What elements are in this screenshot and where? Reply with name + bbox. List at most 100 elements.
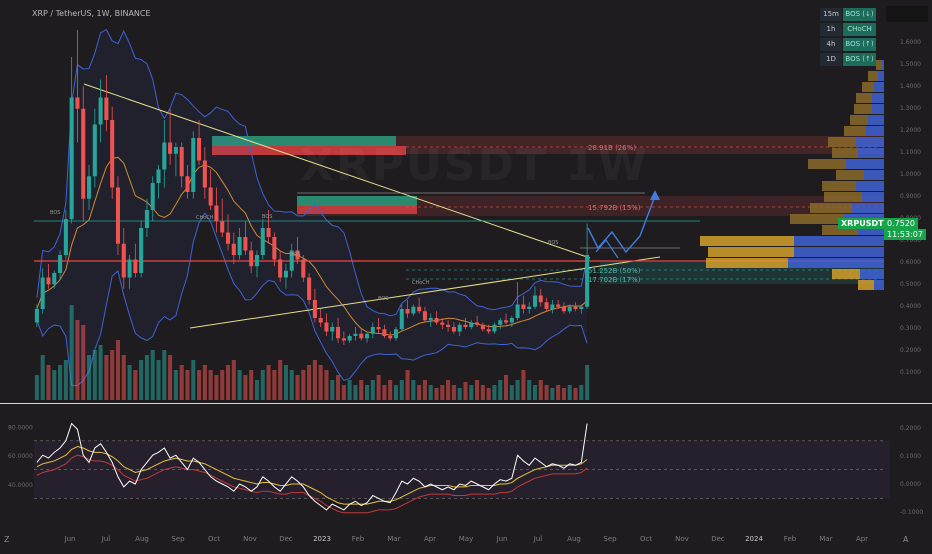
candle-body <box>156 169 161 183</box>
signal-row: 1h CHoCH <box>820 23 876 36</box>
signal-timeframe: 15m <box>820 8 842 21</box>
candle-body <box>318 318 323 323</box>
volume-profile-sell <box>794 247 884 257</box>
candle-body <box>58 255 63 273</box>
volume-profile-buy <box>850 115 868 125</box>
volume-bar <box>492 385 497 400</box>
price-axis-label: 1.1000 <box>900 149 921 156</box>
zone-green-mid <box>297 196 417 206</box>
candle-body <box>422 311 427 321</box>
volume-bar <box>254 380 260 400</box>
candle-body <box>486 329 491 332</box>
candle-body <box>550 304 555 309</box>
candle-body <box>63 219 68 255</box>
volume-profile-sell <box>858 225 884 235</box>
volume-profile-sell <box>794 236 884 246</box>
candle-body <box>359 333 364 339</box>
volume-bar <box>63 360 68 400</box>
candle-body <box>382 329 387 336</box>
signal-timeframe: 1D <box>820 53 842 66</box>
volume-bar <box>58 365 63 400</box>
candle-body <box>278 259 283 278</box>
candle-body <box>515 304 520 318</box>
rsi-right-axis-label: 0.0000 <box>900 481 921 488</box>
volume-profile-sell <box>788 258 884 268</box>
rsi-right-axis-label: 0.2000 <box>900 425 921 432</box>
volume-bar <box>567 385 572 400</box>
candle-body <box>579 306 584 309</box>
volume-bar <box>110 350 115 400</box>
candle-body <box>202 160 207 188</box>
candle-body <box>127 259 132 278</box>
candle-body <box>561 306 566 312</box>
candle-body <box>498 320 503 325</box>
x-axis-label: May <box>459 535 473 543</box>
volume-bar <box>556 385 561 400</box>
price-axis-label: 0.6000 <box>900 259 921 266</box>
candle-body <box>532 295 538 307</box>
symbol-watermark: XRPUSDT 1W <box>300 140 648 191</box>
x-axis-label: Nov <box>243 535 257 543</box>
volume-bar <box>457 388 462 400</box>
volume-bar <box>225 365 231 400</box>
signal-timeframe: 1h <box>820 23 842 36</box>
candle-body <box>52 273 57 285</box>
candle-body <box>475 322 480 325</box>
ascending-trendline <box>189 256 661 329</box>
volume-bar <box>40 355 45 400</box>
candle-body <box>231 243 236 255</box>
volume-bar <box>139 360 144 400</box>
volume-profile-buy <box>822 181 856 191</box>
volume-profile-buy <box>844 126 866 136</box>
rsi-right-axis-label: 0.1000 <box>900 453 921 460</box>
volume-bar <box>388 380 393 400</box>
candle-body <box>336 327 341 339</box>
pane-divider[interactable] <box>0 403 932 404</box>
signal-value: BOS (↑) <box>843 53 876 66</box>
candle-body <box>556 304 561 307</box>
volume-bar <box>347 380 352 400</box>
volume-profile-sell <box>856 137 884 147</box>
signal-value: CHoCH <box>843 23 876 36</box>
volume-bar <box>538 380 543 400</box>
auto-scale-label[interactable]: A <box>903 535 909 544</box>
candle-body <box>492 324 497 332</box>
volume-bar <box>544 385 549 400</box>
price-tag-symbol: XRPUSDT <box>838 218 887 229</box>
bollinger-lower <box>36 212 588 386</box>
volume-bar <box>260 370 265 400</box>
volume-bar <box>202 365 207 400</box>
x-axis-label: Dec <box>711 535 725 543</box>
candle-body <box>324 322 329 332</box>
volume-bar <box>359 380 364 400</box>
volume-bar <box>191 360 196 400</box>
candle-body <box>185 176 190 192</box>
volume-profile-buy <box>708 247 794 257</box>
volume-bar <box>312 360 317 400</box>
structure-label: CHoCH <box>412 280 430 286</box>
volume-bar <box>46 365 51 400</box>
volume-profile-sell <box>860 269 884 279</box>
volume-profile-sell <box>864 170 884 180</box>
rsi-axis-label: 40.0000 <box>8 482 33 489</box>
volume-profile-buy <box>836 170 864 180</box>
price-tag-value: 0.7520 <box>884 218 918 229</box>
candle-body <box>243 237 248 251</box>
x-axis-label: Feb <box>784 535 797 543</box>
candle-body <box>370 327 375 334</box>
volume-bar <box>405 370 410 400</box>
price-axis-label: 1.2000 <box>900 127 921 134</box>
candle-body <box>121 243 126 278</box>
volume-profile-sell <box>862 192 884 202</box>
volume-profile-sell <box>846 159 884 169</box>
volume-profile-buy <box>854 104 872 114</box>
volume-bar <box>451 385 456 400</box>
candle-body <box>330 327 335 332</box>
volume-bar <box>272 370 277 400</box>
rsi-line <box>36 422 588 511</box>
projection-arrowhead <box>650 190 660 200</box>
candle-body <box>567 306 572 312</box>
x-axis-label: Dec <box>279 535 293 543</box>
